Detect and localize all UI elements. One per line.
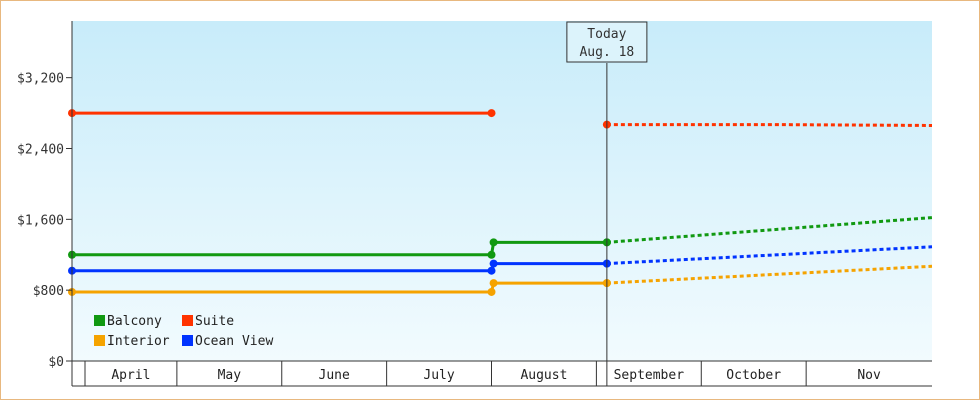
legend: Balcony Suite Interior Ocean View [94, 314, 273, 349]
x-tick-label: April [111, 368, 150, 383]
data-point-balcony [487, 250, 496, 259]
axes: $0 $800 $1,600 $2,400 $3,200 April May June July… [17, 21, 932, 387]
legend-swatch [182, 315, 193, 326]
legend-label: Suite [195, 314, 234, 329]
x-tick-label: July [423, 368, 454, 383]
legend-label: Interior [107, 334, 170, 349]
data-point-ocean-view [487, 266, 496, 275]
legend-swatch [94, 335, 105, 346]
forecast-line-interior [606, 264, 933, 285]
legend-swatch [182, 335, 193, 346]
legend-label: Balcony [107, 314, 162, 329]
forecast-line-balcony [606, 216, 933, 244]
data-point-ocean-view [489, 259, 498, 268]
series-line-balcony [72, 240, 607, 257]
plot-background [72, 21, 932, 361]
forecast-line-ocean-view [606, 245, 933, 266]
series-line-interior [72, 281, 607, 294]
x-tick-label: October [726, 368, 781, 383]
legend-swatch [94, 315, 105, 326]
x-tick-label: August [520, 368, 567, 383]
today-label: Today [587, 27, 626, 42]
y-tick-label: $1,600 [17, 213, 64, 228]
data-point-balcony [489, 238, 498, 247]
y-tick-label: $800 [33, 284, 64, 299]
today-date-label: Aug. 18 [579, 45, 634, 60]
data-point-interior [487, 287, 496, 296]
x-tick-label: Nov [857, 368, 881, 383]
today-label-box [566, 21, 648, 63]
legend-label: Ocean View [195, 334, 273, 349]
x-tick-label: September [614, 368, 685, 383]
data-point-suite [487, 109, 496, 118]
data-point-interior [489, 279, 498, 288]
today-marker: Today Aug. 18 [566, 21, 648, 386]
y-tick-label: $2,400 [17, 143, 64, 158]
y-tick-label: $0 [48, 355, 64, 370]
series-lines [68, 109, 933, 296]
y-tick-label: $3,200 [17, 72, 64, 87]
x-tick-label: May [218, 368, 242, 383]
x-tick-label: June [319, 368, 350, 383]
